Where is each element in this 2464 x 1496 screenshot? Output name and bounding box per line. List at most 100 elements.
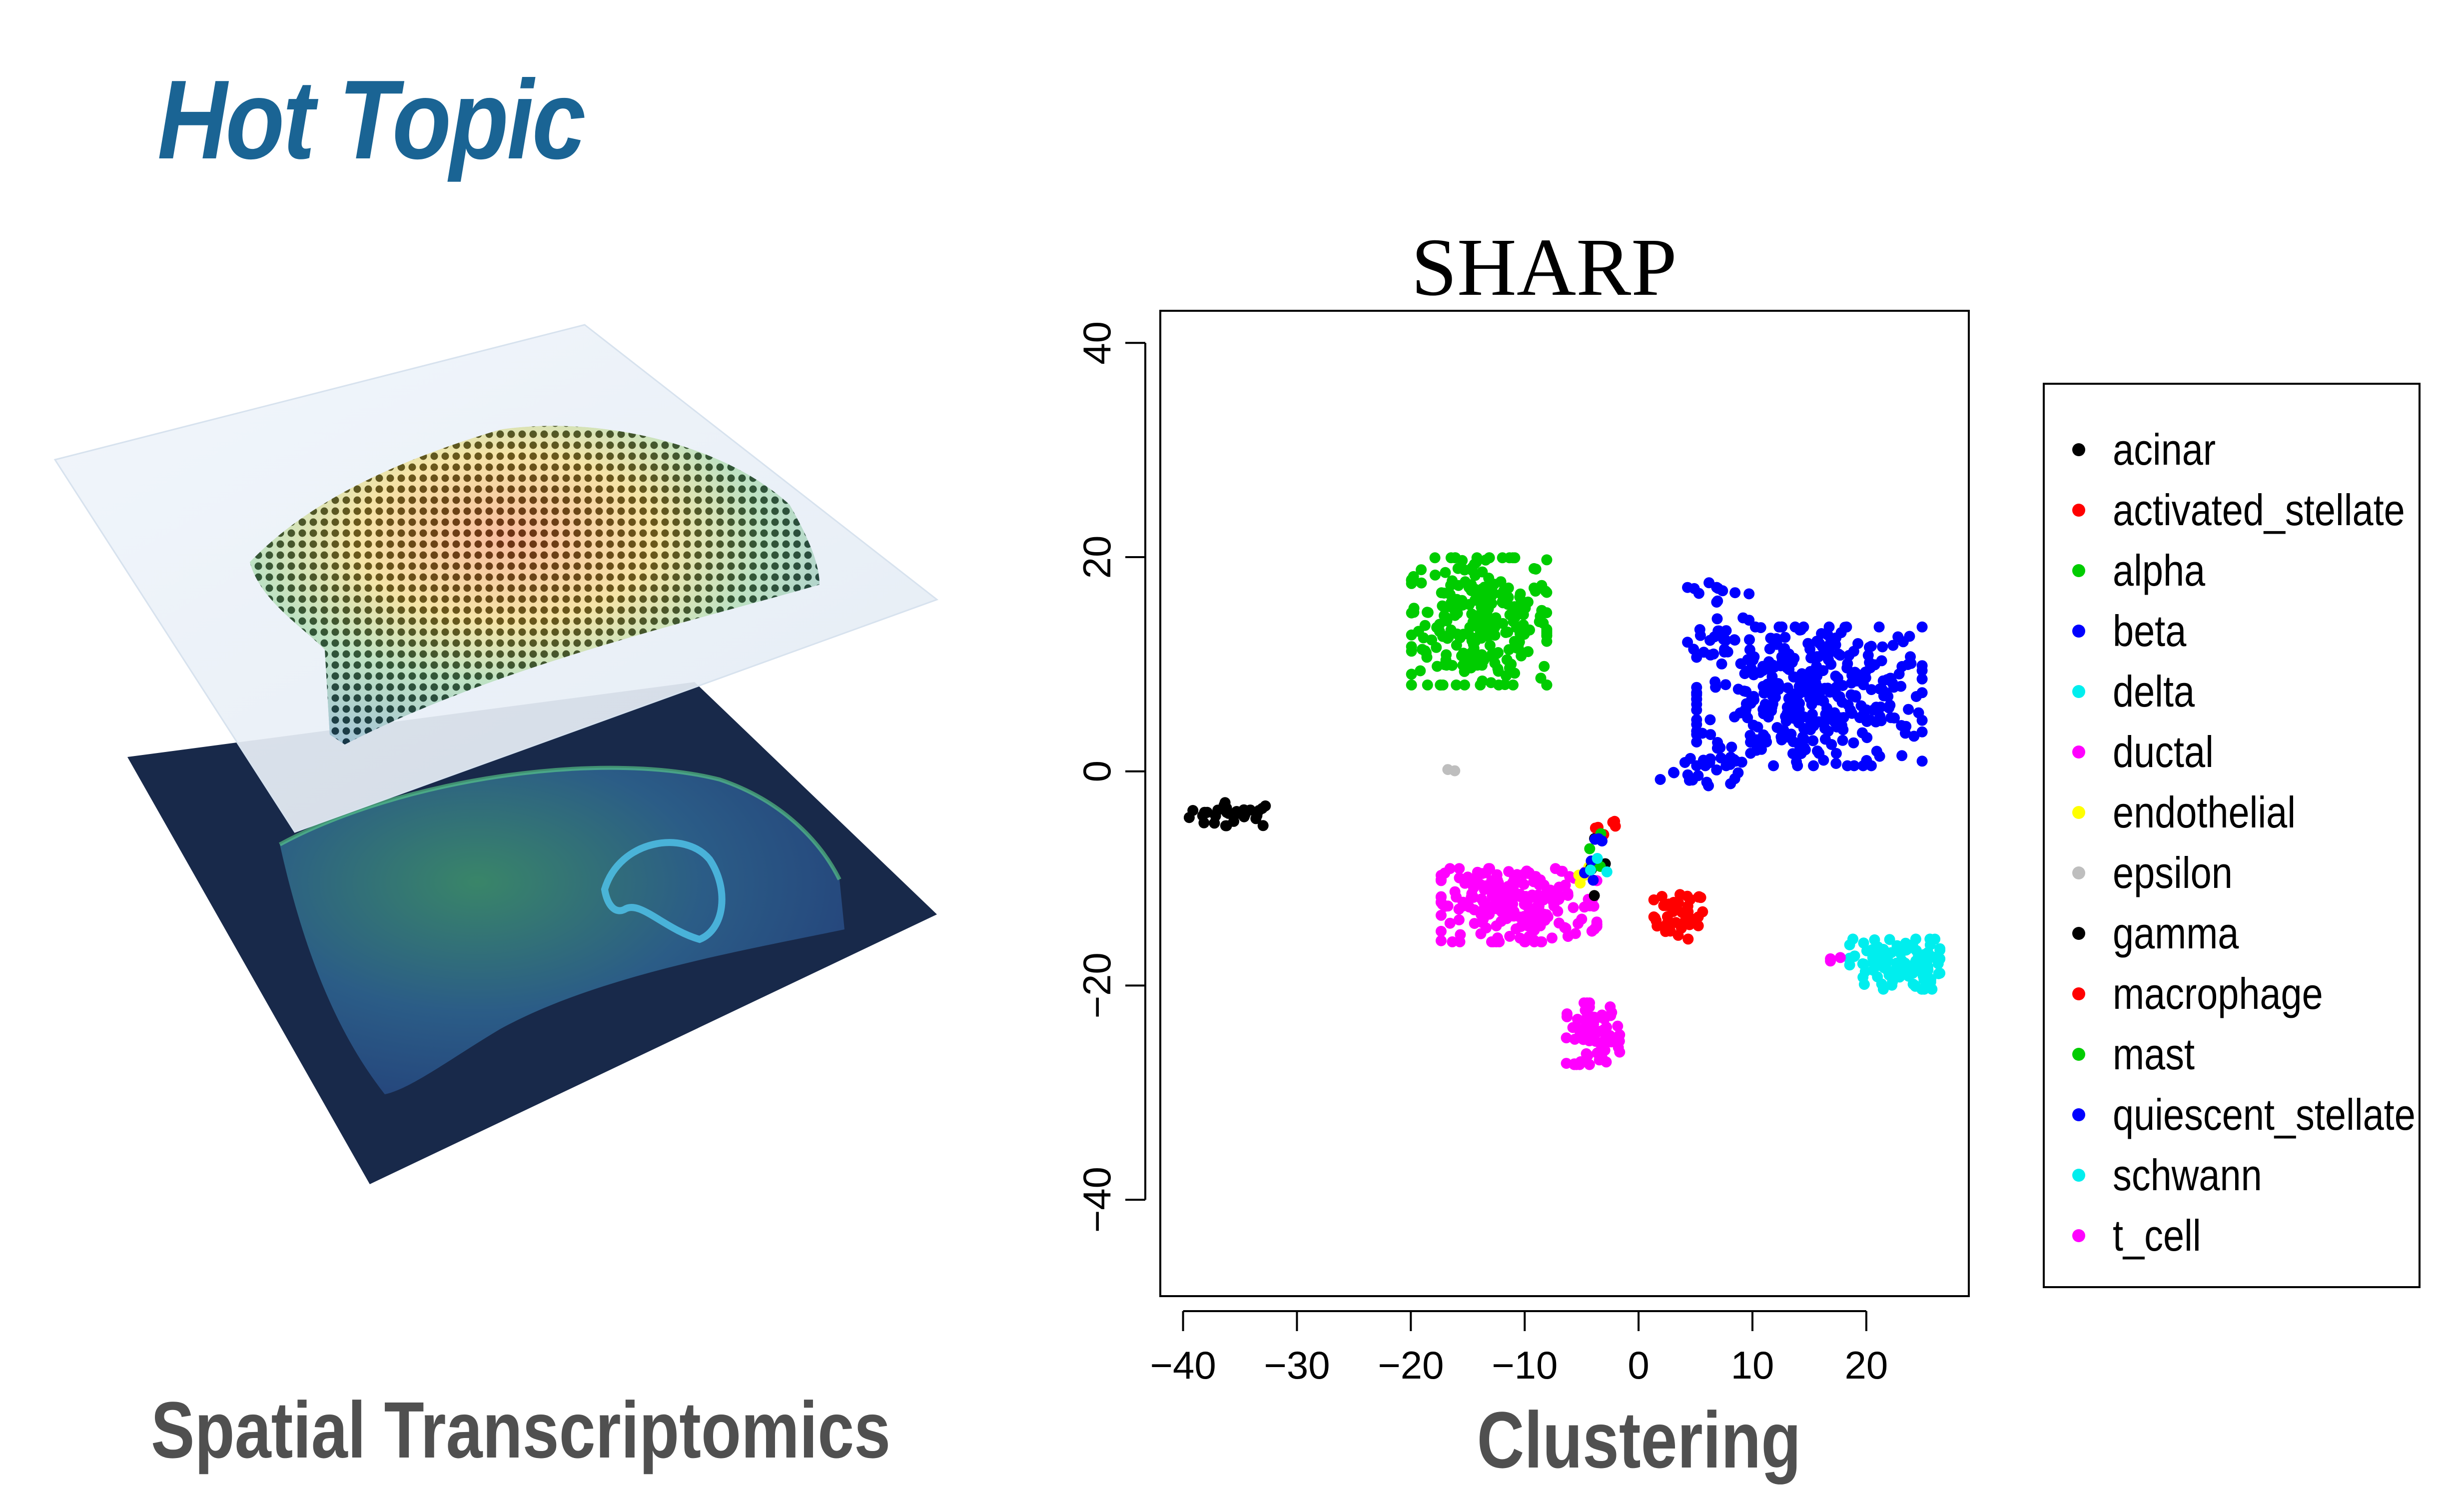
x-tick-label: 10 xyxy=(1731,1343,1774,1387)
data-point-alpha xyxy=(1416,577,1427,589)
data-point-alpha xyxy=(1415,665,1426,677)
data-point-beta xyxy=(1720,635,1731,646)
data-point-schwann xyxy=(1601,866,1613,877)
legend-label-mast: mast xyxy=(2113,1030,2195,1079)
data-point-beta xyxy=(1802,638,1814,649)
data-point-beta xyxy=(1878,690,1889,702)
data-point-beta xyxy=(1831,682,1842,693)
y-tick-label: 20 xyxy=(1075,536,1119,579)
data-point-alpha xyxy=(1466,647,1477,659)
data-point-beta xyxy=(1872,704,1884,716)
data-point-beta xyxy=(1864,657,1875,668)
data-point-activated_stellate xyxy=(1697,906,1708,917)
data-point-alpha xyxy=(1449,552,1461,564)
data-point-alpha xyxy=(1509,552,1521,564)
data-point-beta xyxy=(1897,636,1909,648)
data-point-ductal xyxy=(1572,1013,1583,1025)
y-axis: −40 −20 0 20 40 xyxy=(1075,321,1146,1233)
data-point-alpha xyxy=(1520,602,1531,614)
data-point-beta xyxy=(1772,678,1784,689)
data-point-ductal xyxy=(1436,925,1447,937)
data-point-alpha xyxy=(1463,582,1475,593)
legend-label-endothelial: endothelial xyxy=(2113,788,2296,837)
data-point-beta xyxy=(1704,757,1715,768)
data-point-ductal xyxy=(1502,881,1514,892)
data-point-beta xyxy=(1737,612,1749,624)
data-point-alpha xyxy=(1498,585,1510,596)
data-point-ductal xyxy=(1499,906,1510,917)
data-point-beta xyxy=(1916,621,1928,633)
data-point-ductal xyxy=(1597,1053,1608,1064)
data-point-beta xyxy=(1887,640,1899,651)
data-point-acinar xyxy=(1198,817,1210,828)
data-point-ductal xyxy=(1562,930,1574,942)
data-point-beta xyxy=(1696,728,1708,739)
data-point-alpha xyxy=(1503,644,1515,656)
data-point-beta xyxy=(1830,671,1841,682)
y-tick-label: 0 xyxy=(1075,760,1119,782)
data-point-beta xyxy=(1752,722,1763,733)
data-point-beta xyxy=(1861,732,1873,744)
legend-label-delta: delta xyxy=(2113,668,2195,717)
data-point-schwann xyxy=(1585,864,1596,876)
data-point-beta xyxy=(1770,692,1781,703)
data-point-beta xyxy=(1830,639,1841,651)
data-point-beta xyxy=(1701,776,1712,788)
data-point-beta xyxy=(1865,760,1877,771)
legend-marker-quiescent_stellate xyxy=(2072,1108,2085,1121)
data-point-beta xyxy=(1916,660,1928,672)
legend-marker-t_cell xyxy=(2072,1229,2085,1242)
data-point-ductal xyxy=(1480,867,1492,878)
legend-label-beta: beta xyxy=(2113,607,2187,656)
data-point-alpha xyxy=(1508,616,1519,628)
data-point-ductal xyxy=(1504,930,1516,942)
data-point-alpha xyxy=(1492,663,1504,675)
data-point-beta xyxy=(1837,735,1848,746)
data-point-ductal xyxy=(1494,887,1506,898)
data-point-delta xyxy=(1914,961,1925,973)
data-point-beta xyxy=(1788,653,1800,664)
data-point-beta xyxy=(1848,737,1859,748)
data-point-beta xyxy=(1758,688,1770,699)
spot-heatmap xyxy=(250,426,820,745)
data-point-alpha xyxy=(1473,616,1484,627)
data-point-alpha xyxy=(1506,659,1517,670)
data-point-ductal xyxy=(1552,892,1564,904)
legend-label-epsilon: epsilon xyxy=(2113,849,2233,898)
data-point-ductal xyxy=(1581,1048,1592,1059)
data-point-alpha xyxy=(1514,591,1526,603)
chart-title: SHARP xyxy=(1411,221,1677,313)
data-point-delta xyxy=(1883,969,1895,981)
data-point-ductal xyxy=(1546,932,1558,944)
data-point-alpha xyxy=(1484,552,1495,564)
data-point-beta xyxy=(1831,722,1842,733)
data-point-ductal xyxy=(1591,916,1603,928)
data-point-acinar xyxy=(1210,810,1221,821)
data-point-beta xyxy=(1807,735,1819,747)
data-point-beta xyxy=(1818,754,1829,766)
legend-marker-activated_stellate xyxy=(2072,504,2085,517)
data-point-ductal xyxy=(1568,902,1579,913)
data-point-ductal xyxy=(1536,936,1548,947)
data-point-delta xyxy=(1934,967,1946,979)
legend-label-gamma: gamma xyxy=(2113,909,2239,958)
data-point-alpha xyxy=(1416,564,1427,576)
data-point-activated_stellate xyxy=(1660,926,1671,937)
data-point-beta xyxy=(1725,778,1736,789)
legend-label-alpha: alpha xyxy=(2113,547,2205,596)
data-point-alpha xyxy=(1508,679,1519,691)
y-tick-label: 40 xyxy=(1075,321,1119,365)
data-point-beta xyxy=(1804,693,1815,704)
legend-label-schwann: schwann xyxy=(2113,1151,2262,1200)
data-point-alpha xyxy=(1528,563,1540,574)
data-point-schwann xyxy=(1592,853,1603,864)
data-point-alpha xyxy=(1517,647,1528,659)
data-point-delta xyxy=(1882,947,1894,959)
data-point-beta xyxy=(1743,588,1755,600)
data-point-delta xyxy=(1910,933,1921,945)
data-point-activated_stellate xyxy=(1684,894,1696,905)
data-point-beta xyxy=(1824,647,1835,659)
data-point-beta xyxy=(1905,651,1916,663)
data-point-beta xyxy=(1691,682,1702,693)
data-point-alpha xyxy=(1541,628,1553,639)
